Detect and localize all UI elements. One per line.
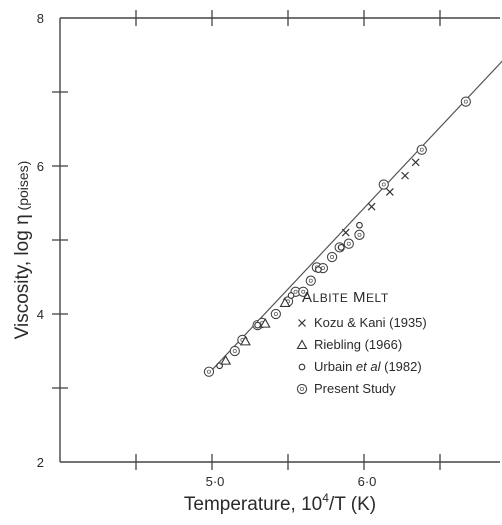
present-study-point <box>305 275 316 286</box>
present-study-point <box>343 238 354 249</box>
kozu-kani-point <box>401 171 409 180</box>
kozu-kani-point <box>341 228 350 237</box>
present-study-point <box>229 345 240 357</box>
legend-entry-urbain: Urbain et al (1982) <box>314 359 422 374</box>
present-study-point <box>378 179 389 190</box>
riebling-point <box>220 354 232 365</box>
y-tick-label: 6 <box>37 159 44 174</box>
riebling-point <box>279 297 291 307</box>
urbain-point <box>254 321 261 329</box>
present-study-point <box>416 144 427 155</box>
present-study-point <box>298 286 309 297</box>
legend-marker-kozu-kani <box>298 319 306 327</box>
riebling-point <box>259 317 271 328</box>
legend-entry-riebling: Riebling (1966) <box>314 337 402 352</box>
legend-entry-kozu-kani: Kozu & Kani (1935) <box>314 315 427 330</box>
y-axis-label: Viscosity, log η (poises) <box>12 161 33 340</box>
legend-title: ALBITE MELT <box>302 289 389 306</box>
legend-marker-riebling <box>296 339 308 350</box>
urbain-point <box>356 221 363 229</box>
y-tick-label: 2 <box>37 455 44 470</box>
present-study-point <box>326 251 338 263</box>
present-study-point <box>270 308 281 320</box>
present-study-point <box>354 229 365 240</box>
kozu-kani-point <box>385 187 394 196</box>
kozu-kani-point <box>367 202 376 211</box>
x-axis-label: Temperature, 104/T (K) <box>184 491 376 515</box>
urbain-point <box>315 266 322 273</box>
urbain-point <box>337 244 345 251</box>
present-study-point <box>460 96 471 107</box>
y-tick-label: 8 <box>37 11 44 26</box>
legend-marker-urbain <box>298 363 306 371</box>
urbain-point <box>287 292 295 299</box>
kozu-kani-point <box>411 158 420 167</box>
legend-marker-present-study <box>296 383 308 395</box>
x-tick-label: 5·0 <box>206 474 225 489</box>
legend-entry-present-study: Present Study <box>314 381 396 396</box>
present-study-point <box>203 366 215 377</box>
riebling-point <box>239 335 251 346</box>
y-tick-label: 4 <box>37 307 44 322</box>
x-tick-label: 6·0 <box>358 474 377 489</box>
